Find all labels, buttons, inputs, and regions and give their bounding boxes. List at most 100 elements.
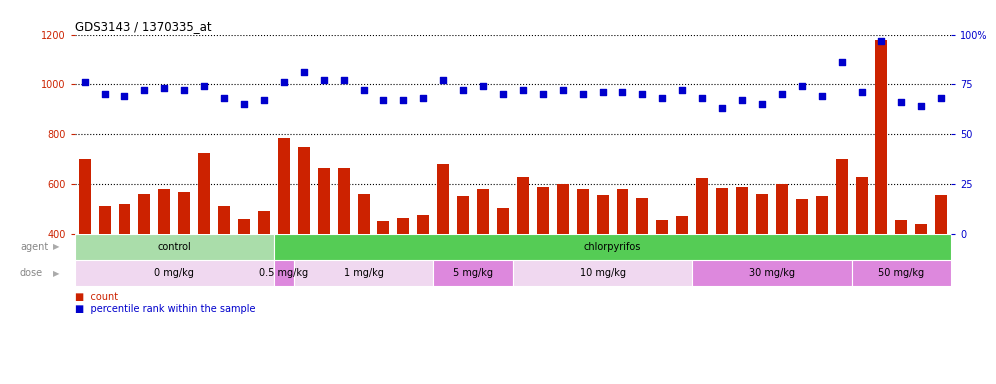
Bar	[816, 197, 828, 333]
Bar	[676, 217, 688, 333]
Bar	[75, 234, 274, 260]
Bar	[138, 194, 150, 333]
Bar	[274, 234, 951, 260]
Text: 0.5 mg/kg: 0.5 mg/kg	[259, 268, 309, 278]
Text: 5 mg/kg: 5 mg/kg	[453, 268, 493, 278]
Point	[495, 91, 511, 98]
Bar	[513, 260, 692, 286]
Text: ▶: ▶	[53, 268, 60, 278]
Point	[475, 83, 491, 89]
Point	[455, 87, 471, 93]
Text: control: control	[157, 242, 191, 252]
Point	[834, 60, 850, 66]
Point	[216, 95, 232, 101]
Point	[774, 91, 790, 98]
Bar	[796, 199, 808, 333]
Bar	[79, 159, 91, 333]
Bar	[258, 212, 270, 333]
Bar	[497, 208, 509, 333]
Text: dose: dose	[20, 268, 43, 278]
Point	[356, 87, 372, 93]
Bar	[636, 198, 648, 333]
Bar	[397, 218, 409, 333]
Point	[754, 101, 770, 108]
Bar	[517, 177, 529, 333]
Bar	[696, 178, 708, 333]
Text: chlorpyrifos: chlorpyrifos	[584, 242, 641, 252]
Text: agent: agent	[20, 242, 48, 252]
Point	[794, 83, 810, 89]
Text: ■  percentile rank within the sample: ■ percentile rank within the sample	[75, 304, 255, 314]
Bar	[656, 220, 668, 333]
Bar	[417, 215, 429, 333]
Point	[375, 97, 391, 103]
Bar	[736, 187, 748, 333]
Point	[654, 95, 670, 101]
Bar	[437, 164, 449, 333]
Point	[336, 77, 352, 83]
Point	[893, 99, 909, 105]
Bar	[935, 195, 947, 333]
Point	[316, 77, 332, 83]
Point	[814, 93, 830, 99]
Bar	[338, 168, 350, 333]
Point	[575, 91, 591, 98]
Point	[615, 89, 630, 96]
Bar	[915, 224, 927, 333]
Bar	[274, 260, 294, 286]
Point	[634, 91, 650, 98]
Bar	[856, 177, 868, 333]
Point	[674, 87, 690, 93]
Point	[196, 83, 212, 89]
Point	[435, 77, 451, 83]
Bar	[457, 197, 469, 333]
Bar	[692, 260, 852, 286]
Bar	[895, 220, 907, 333]
Bar	[377, 222, 389, 333]
Bar	[597, 195, 609, 333]
Point	[236, 101, 252, 108]
Bar	[577, 189, 589, 333]
Point	[176, 87, 192, 93]
Text: ▶: ▶	[53, 242, 60, 252]
Text: 30 mg/kg: 30 mg/kg	[749, 268, 795, 278]
Bar	[537, 187, 549, 333]
Text: 10 mg/kg: 10 mg/kg	[580, 268, 625, 278]
Bar	[318, 168, 330, 333]
Point	[913, 103, 929, 109]
Bar	[776, 184, 788, 333]
Text: 1 mg/kg: 1 mg/kg	[344, 268, 383, 278]
Bar	[75, 260, 274, 286]
Bar	[433, 260, 513, 286]
Bar	[119, 204, 130, 333]
Bar	[557, 184, 569, 333]
Point	[395, 97, 411, 103]
Point	[873, 38, 889, 44]
Bar	[178, 192, 190, 333]
Bar	[852, 260, 951, 286]
Point	[77, 79, 93, 86]
Point	[595, 89, 611, 96]
Text: GDS3143 / 1370335_at: GDS3143 / 1370335_at	[75, 20, 211, 33]
Bar	[198, 153, 210, 333]
Bar	[238, 219, 250, 333]
Point	[734, 97, 750, 103]
Bar	[477, 189, 489, 333]
Point	[156, 85, 172, 91]
Bar	[358, 194, 370, 333]
Bar	[294, 260, 433, 286]
Bar	[716, 188, 728, 333]
Point	[515, 87, 531, 93]
Point	[714, 105, 730, 111]
Bar	[875, 40, 887, 333]
Bar	[158, 189, 170, 333]
Point	[933, 95, 949, 101]
Point	[256, 97, 272, 103]
Point	[296, 70, 312, 76]
Point	[415, 95, 431, 101]
Point	[694, 95, 710, 101]
Text: 50 mg/kg: 50 mg/kg	[878, 268, 924, 278]
Bar	[298, 147, 310, 333]
Bar	[99, 207, 111, 333]
Point	[555, 87, 571, 93]
